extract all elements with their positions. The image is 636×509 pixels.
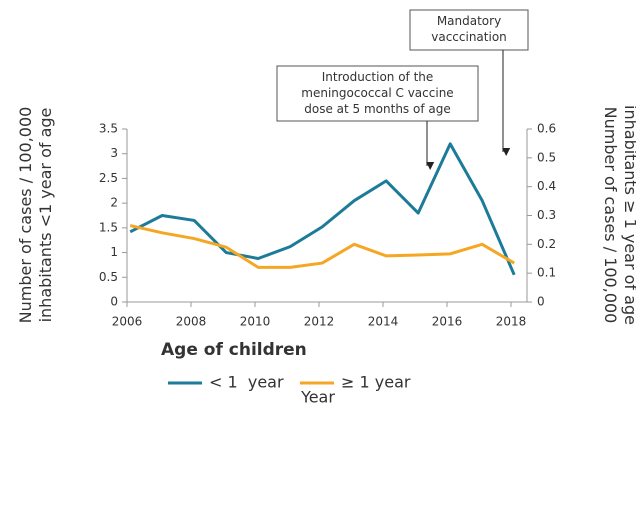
x-axis-label: Year xyxy=(300,388,335,407)
y2-tick-label: 0.4 xyxy=(537,179,556,193)
y2-tick-label: 0.3 xyxy=(537,208,556,222)
x-tick-label: 2008 xyxy=(176,315,207,329)
y-tick-label: 2 xyxy=(110,196,118,210)
x-tick-label: 2012 xyxy=(304,315,335,329)
legend-label: < 1 year xyxy=(209,373,284,392)
data-line xyxy=(129,142,516,276)
y-tick-label: 0 xyxy=(110,295,118,309)
legend-label: ≥ 1 year xyxy=(341,373,411,392)
y-tick-label: 1 xyxy=(110,245,118,259)
annotation-line: Introduction of the xyxy=(322,70,434,84)
annotation-line: Mandatory xyxy=(437,14,501,28)
annotation-line: dose at 5 months of age xyxy=(304,102,450,116)
y2-tick-label: 0.2 xyxy=(537,237,556,251)
data-line xyxy=(129,224,515,269)
annotation-text: Introduction of the meningococcal C vacci… xyxy=(301,70,453,116)
y2-tick-label: 0 xyxy=(537,295,545,309)
y2-tick-label: 0.1 xyxy=(537,266,556,280)
y-tick-label: 1.5 xyxy=(99,220,118,234)
annotation-text: Mandatory vacccination xyxy=(431,14,507,44)
y-tick-label: 0.5 xyxy=(99,270,118,284)
annotation-line: meningococcal C vaccine xyxy=(301,86,453,100)
annotation-line: vacccination xyxy=(431,30,507,44)
y-tick-label: 3 xyxy=(110,146,118,160)
y-axis-label-line: Number of cases / 100,000 xyxy=(16,107,35,324)
y-axis-label-line: inhabitants <1 year of age xyxy=(36,108,55,323)
y2-axis-label-line: inhabitants ≥ 1 year of age xyxy=(622,105,636,325)
x-tick-label: 2010 xyxy=(240,315,271,329)
x-tick-label: 2016 xyxy=(432,315,463,329)
y-tick-label: 3.5 xyxy=(99,122,118,136)
y2-tick-label: 0.6 xyxy=(537,122,556,136)
y2-tick-label: 0.5 xyxy=(537,150,556,164)
y-tick-label: 2.5 xyxy=(99,171,118,185)
y2-axis-label: Number of cases / 100,000inhabitants ≥ 1… xyxy=(602,105,636,325)
y2-axis-label-line: Number of cases / 100,000 xyxy=(602,107,621,324)
annotation-box xyxy=(276,65,479,122)
annotation-box xyxy=(409,9,529,51)
legend-title: Age of children xyxy=(161,340,307,360)
x-tick-label: 2018 xyxy=(496,315,527,329)
x-tick-label: 2014 xyxy=(368,315,399,329)
x-tick-label: 2006 xyxy=(112,315,143,329)
y-axis-label: Number of cases / 100,000inhabitants <1 … xyxy=(16,107,55,324)
